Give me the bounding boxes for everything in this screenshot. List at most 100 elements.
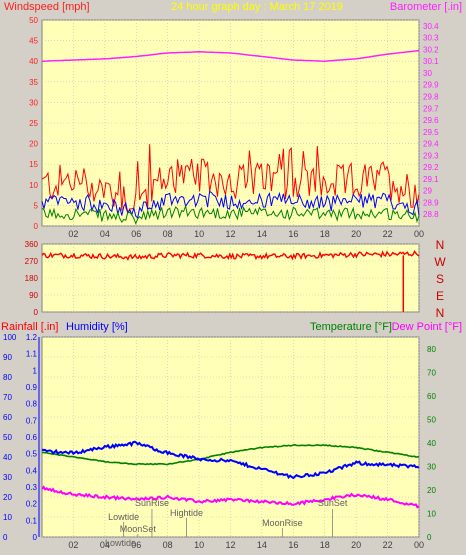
temperature-tick-label: 60 [427,392,436,401]
rain-tick-label: 0.1 [26,516,38,525]
wind-tick-label: 50 [29,16,38,25]
wind-tick-label: 20 [29,140,38,149]
time-tick-label: 22 [383,540,393,550]
humidity-tick-label: 100 [3,333,17,342]
moonset-marker-label: MoonSet [120,524,157,534]
baro-tick-label: 28.9 [423,198,439,207]
compass-label: S [436,272,444,286]
rain-tick-label: 0.4 [26,466,38,475]
baro-tick-label: 29.2 [423,163,439,172]
wind-tick-label: 5 [34,201,39,210]
dewpoint-line [41,485,420,509]
temperature-tick-label: 40 [427,439,436,448]
time-tick-label: 04 [100,229,110,239]
temperature-tick-label: 70 [427,368,436,377]
hightide-marker-label: Hightide [170,508,203,518]
time-tick-label: 16 [288,540,298,550]
compass-label: E [436,289,444,303]
humidity-line [41,440,420,480]
direction-tick-label: 90 [29,291,38,300]
rain-tick-label: 0.3 [26,483,38,492]
time-tick-label: 22 [383,229,393,239]
baro-tick-label: 29.8 [423,93,439,102]
wind-tick-label: 35 [29,78,38,87]
wind-tick-label: 10 [29,181,38,190]
baro-tick-label: 29.9 [423,81,439,90]
time-tick-label: 06 [131,229,141,239]
time-tick-label: 10 [194,229,204,239]
time-tick-label: 16 [288,229,298,239]
rain-tick-label: 1.2 [26,333,38,342]
windspeed-title: Windspeed [mph] [4,1,90,13]
time-tick-label: 10 [194,540,204,550]
temperature-label: Temperature [°F] [310,321,392,333]
time-tick-label: 00 [414,540,424,550]
lowtide-2-marker-label: Lowtide [105,538,136,548]
rain-tick-label: 0.5 [26,450,38,459]
compass-label: N [436,238,445,252]
humidity-tick-label: 10 [3,513,12,522]
compass-label: N [436,306,445,320]
dewpoint-label: Dew Point [°F] [392,321,462,333]
baro-tick-label: 30 [423,69,432,78]
rain-tick-label: 0.8 [26,400,38,409]
time-tick-label: 02 [68,540,78,550]
time-tick-label: 06 [131,540,141,550]
sunrise-marker-label: SunRise [135,498,169,508]
baro-tick-label: 29.1 [423,175,439,184]
humidity-tick-label: 40 [3,453,12,462]
wind-low-line [41,204,420,225]
rain-tick-label: 0 [33,533,38,542]
humidity-label: Humidity [%] [66,321,128,333]
humidity-tick-label: 50 [3,433,12,442]
time-tick-label: 18 [320,229,330,239]
baro-tick-label: 29.6 [423,116,439,125]
wind-tick-label: 40 [29,57,38,66]
wind-tick-label: 25 [29,119,38,128]
sunset-marker-label: SunSet [318,498,348,508]
time-tick-label: 08 [163,229,173,239]
time-tick-label: 12 [225,540,235,550]
humidity-tick-label: 70 [3,393,12,402]
wind-avg-line [41,190,420,219]
wind-tick-label: 0 [34,222,39,231]
humidity-tick-label: 30 [3,473,12,482]
baro-tick-label: 30.2 [423,45,439,54]
time-tick-label: 02 [68,229,78,239]
barometer-title: Barometer [.in] [390,1,462,13]
baro-tick-label: 30.3 [423,34,439,43]
wind-tick-label: 45 [29,37,38,46]
direction-line [41,250,420,261]
baro-tick-label: 29.3 [423,151,439,160]
time-tick-label: 08 [163,540,173,550]
time-tick-label: 00 [414,229,424,239]
direction-tick-label: 0 [34,308,39,317]
time-tick-label: 20 [351,540,361,550]
rain-tick-label: 0.2 [26,500,38,509]
rain-tick-label: 0.9 [26,383,38,392]
moonrise-marker-label: MoonRise [262,518,303,528]
temperature-tick-label: 0 [427,533,432,542]
rain-tick-label: 1 [33,366,38,375]
baro-tick-label: 30.1 [423,57,439,66]
baro-tick-label: 30.4 [423,22,439,31]
wind-tick-label: 15 [29,160,38,169]
time-tick-label: 12 [225,229,235,239]
time-tick-label: 04 [100,540,110,550]
rainfall-label: Rainfall [.in] [1,321,58,333]
lowtide-1-marker-label: Lowtide [108,512,139,522]
time-tick-label: 14 [257,229,267,239]
barometer-line [41,49,420,62]
rain-tick-label: 0.7 [26,416,38,425]
temperature-tick-label: 20 [427,486,436,495]
humidity-tick-label: 0 [3,533,8,542]
rain-tick-label: 0.6 [26,433,38,442]
compass-label: W [434,255,446,269]
rain-tick-label: 1.1 [26,350,38,359]
baro-tick-label: 29.5 [423,128,439,137]
baro-tick-label: 29.7 [423,104,439,113]
wind-tick-label: 30 [29,98,38,107]
temperature-tick-label: 10 [427,509,436,518]
direction-tick-label: 270 [25,257,39,266]
baro-tick-label: 28.8 [423,210,439,219]
